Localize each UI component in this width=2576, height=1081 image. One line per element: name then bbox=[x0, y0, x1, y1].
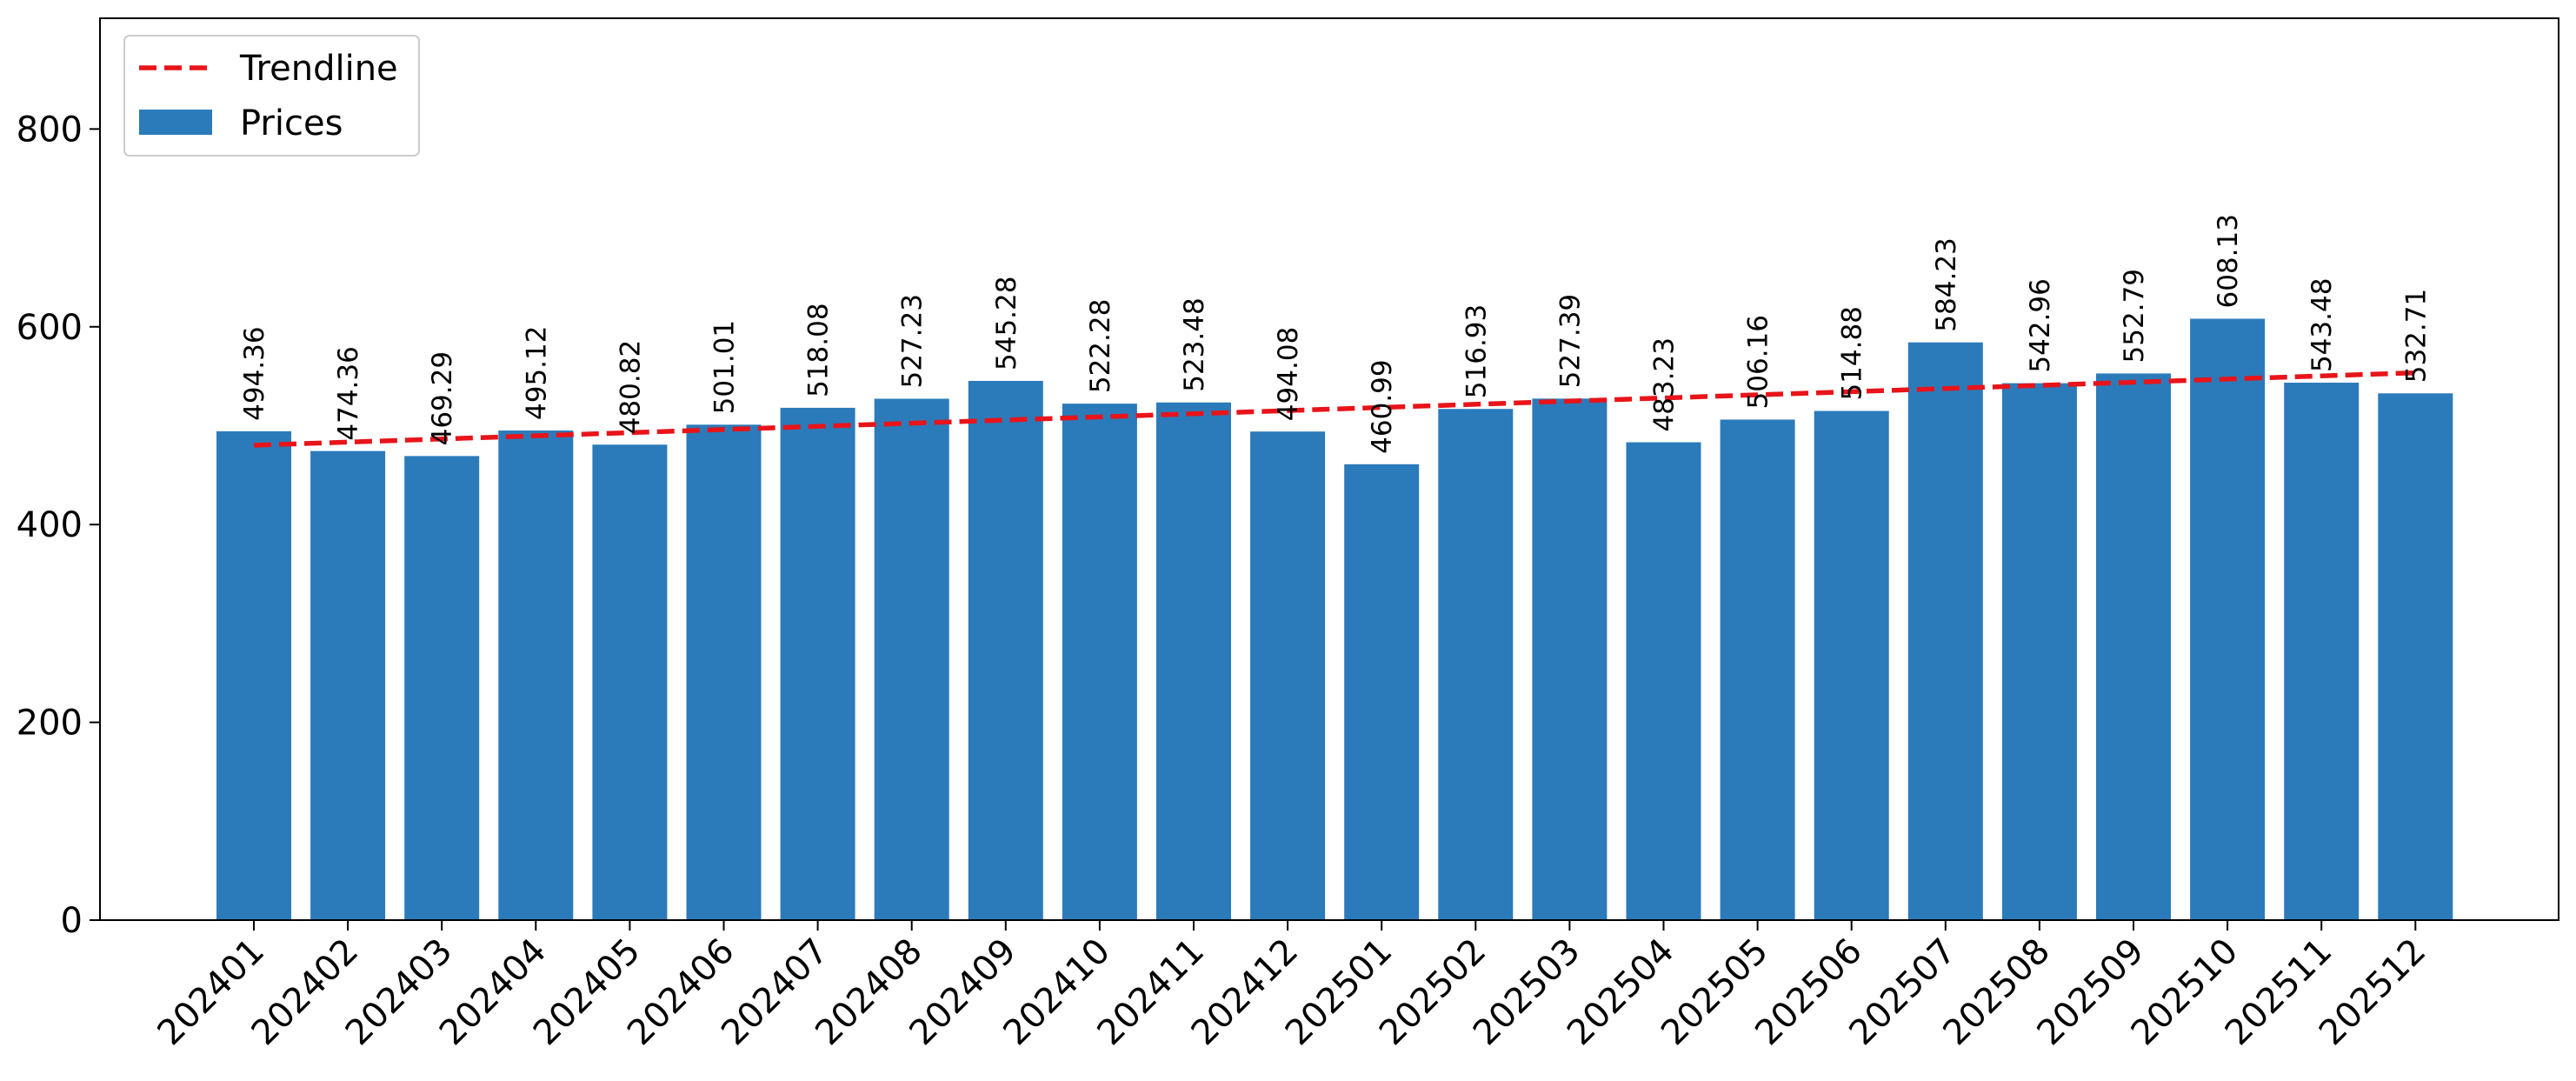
data-label-202506: 514.88 bbox=[1837, 306, 1868, 400]
bar-202506 bbox=[1814, 410, 1889, 921]
plot-frame bbox=[99, 17, 2559, 921]
bar-202403 bbox=[404, 456, 480, 920]
y-tick-label-400: 400 bbox=[17, 505, 83, 545]
bar-202502 bbox=[1438, 409, 1514, 920]
bar-202504 bbox=[1626, 442, 1701, 920]
bar-202405 bbox=[592, 444, 668, 920]
bar-202407 bbox=[780, 407, 855, 920]
bar-202503 bbox=[1532, 398, 1608, 920]
bar-202404 bbox=[498, 430, 574, 920]
data-label-202505: 506.16 bbox=[1743, 315, 1774, 409]
bar-202509 bbox=[2096, 373, 2171, 920]
legend-label-prices: Prices bbox=[240, 103, 343, 143]
y-tick-label-0: 0 bbox=[61, 901, 83, 941]
bar-202401 bbox=[216, 430, 291, 920]
data-label-202405: 480.82 bbox=[615, 340, 646, 434]
data-label-202502: 516.93 bbox=[1461, 304, 1492, 398]
data-label-202401: 494.36 bbox=[239, 326, 270, 420]
data-label-202507: 584.23 bbox=[1931, 237, 1962, 331]
bars-layer bbox=[216, 318, 2453, 921]
legend: Trendline Prices bbox=[123, 35, 420, 157]
data-label-202408: 527.23 bbox=[897, 294, 929, 388]
data-label-202409: 545.28 bbox=[991, 276, 1022, 370]
bar-202406 bbox=[686, 424, 762, 920]
bar-202510 bbox=[2190, 318, 2266, 920]
x-tick-label-202512: 202512 bbox=[2312, 931, 2434, 1054]
data-label-202402: 474.36 bbox=[333, 346, 364, 440]
bar-202501 bbox=[1344, 464, 1420, 920]
data-label-202407: 518.08 bbox=[803, 303, 835, 397]
data-label-202508: 542.96 bbox=[2025, 278, 2056, 372]
bar-202505 bbox=[1720, 419, 1795, 921]
bar-202411 bbox=[1156, 402, 1231, 920]
y-tick-label-800: 800 bbox=[17, 110, 83, 150]
bar-202412 bbox=[1250, 431, 1326, 921]
bar-202408 bbox=[874, 398, 949, 921]
bar-202508 bbox=[2001, 383, 2077, 920]
y-tick-label-200: 200 bbox=[17, 704, 83, 744]
data-label-202504: 483.23 bbox=[1649, 337, 1681, 431]
data-label-202503: 527.39 bbox=[1554, 294, 1586, 388]
bar-202512 bbox=[2378, 393, 2453, 921]
trendline-layer bbox=[253, 370, 2416, 448]
bar-202410 bbox=[1062, 404, 1137, 920]
data-label-202510: 608.13 bbox=[2213, 214, 2244, 308]
bar-202507 bbox=[1907, 342, 1983, 921]
data-label-202404: 495.12 bbox=[521, 326, 552, 420]
trendline bbox=[253, 370, 2416, 448]
data-label-202501: 460.99 bbox=[1367, 359, 1398, 453]
data-label-202406: 501.01 bbox=[709, 320, 741, 414]
data-label-202411: 523.48 bbox=[1179, 297, 1210, 391]
data-label-202412: 494.08 bbox=[1273, 327, 1304, 421]
data-label-202403: 469.29 bbox=[427, 351, 458, 445]
bar-202511 bbox=[2284, 383, 2360, 920]
data-labels-layer: 494.36 474.36 469.29 495.12 480.82 501.01 518.… bbox=[239, 214, 2432, 454]
data-label-202511: 543.48 bbox=[2306, 278, 2338, 372]
legend-label-trendline: Trendline bbox=[239, 49, 398, 89]
bar-202409 bbox=[968, 380, 1043, 920]
data-label-202509: 552.79 bbox=[2119, 269, 2150, 363]
legend-swatch-prices bbox=[139, 110, 212, 135]
bar-202402 bbox=[310, 450, 386, 920]
data-label-202512: 532.71 bbox=[2400, 289, 2432, 383]
y-tick-label-600: 600 bbox=[17, 308, 83, 348]
data-label-202410: 522.28 bbox=[1085, 299, 1116, 393]
